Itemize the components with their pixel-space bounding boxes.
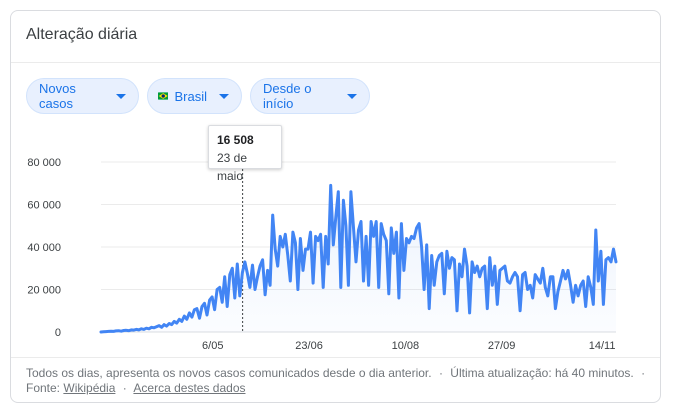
footer-description: Todos os dias, apresenta os novos casos … [26, 366, 432, 380]
card-title: Alteração diária [26, 26, 138, 43]
country-dropdown-label: Brasil [174, 88, 207, 104]
y-tick-label: 80 000 [27, 157, 61, 169]
area-fill [101, 185, 616, 332]
x-tick-label: 6/05 [202, 340, 223, 352]
chart-tooltip: 16 508 23 de maio [208, 125, 282, 183]
wikipedia-link[interactable]: Wikipédia [63, 381, 116, 395]
metric-dropdown[interactable]: Novos casos [26, 78, 139, 114]
footer-divider [11, 357, 660, 358]
tooltip-date: 23 de maio [217, 151, 248, 183]
country-dropdown[interactable]: Brasil [147, 78, 242, 114]
x-tick-label: 14/11 [589, 340, 616, 352]
daily-change-card: Alteração diária Novos casos Brasil Desd… [10, 10, 661, 403]
range-dropdown[interactable]: Desde o início [250, 78, 370, 114]
about-data-link[interactable]: Acerca destes dados [133, 381, 246, 395]
x-tick-label: 23/06 [295, 340, 323, 352]
footer-dot: · [438, 366, 443, 380]
caret-down-icon [219, 93, 229, 99]
header-divider [11, 62, 660, 63]
footer-dot: · [122, 381, 127, 395]
y-tick-label: 0 [55, 327, 61, 339]
range-dropdown-label: Desde o início [263, 81, 312, 111]
daily-cases-chart[interactable]: 0 20 000 40 000 60 000 80 000 6/05 23/06 10/08 2… [11, 121, 661, 353]
y-tick-label: 60 000 [27, 200, 61, 212]
y-tick-label: 20 000 [27, 285, 61, 297]
footer-dot: · [641, 366, 646, 380]
footer-source-label: Fonte: [26, 381, 61, 395]
x-tick-label: 27/09 [488, 340, 516, 352]
footer-update: Última atualização: há 40 minutos. [450, 366, 634, 380]
caret-down-icon [347, 93, 357, 99]
chart-footer: Todos os dias, apresenta os novos casos … [26, 366, 651, 396]
y-tick-label: 40 000 [27, 242, 61, 254]
metric-dropdown-label: Novos casos [39, 81, 76, 111]
brazil-flag-icon [158, 92, 169, 100]
x-tick-label: 10/08 [392, 340, 420, 352]
tooltip-value: 16 508 [217, 133, 254, 147]
caret-down-icon [116, 93, 126, 99]
series-line[interactable] [99, 183, 618, 334]
